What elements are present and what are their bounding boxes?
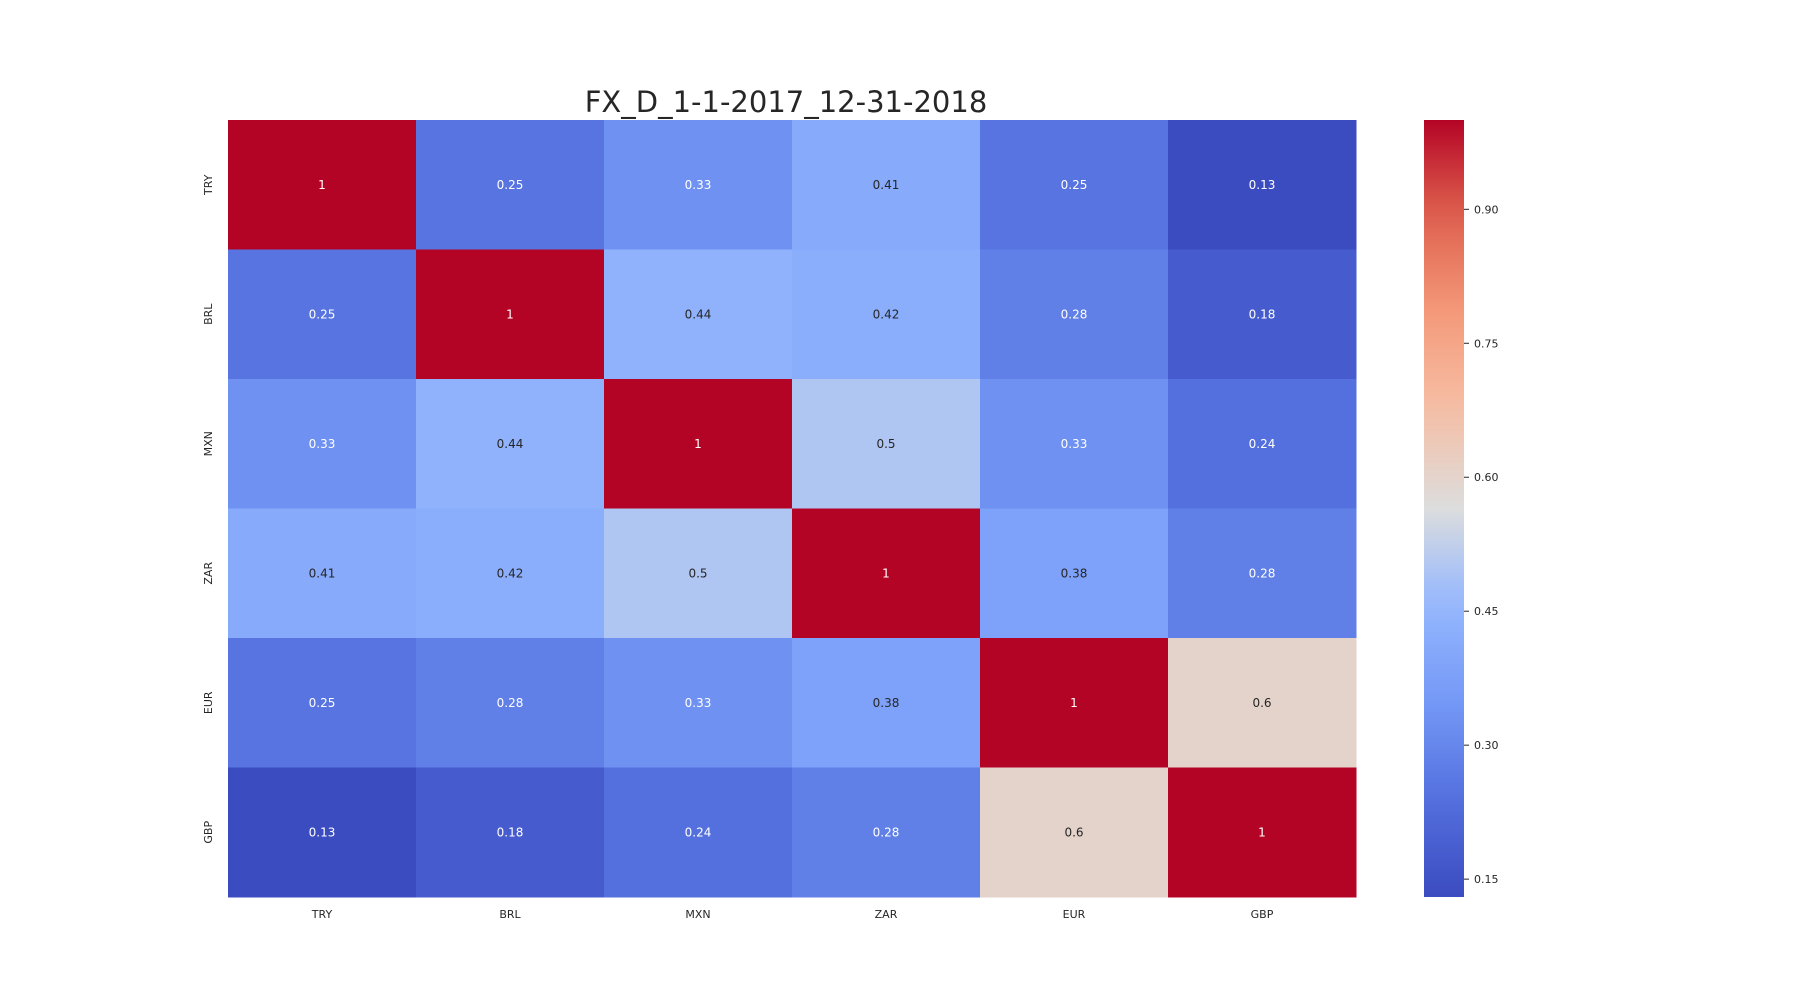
y-axis-ticks: TRY BRL MXN ZAR EUR GBP — [202, 174, 215, 843]
y-tick-label: EUR — [202, 691, 215, 714]
cell-value-label: 0.28 — [497, 696, 524, 710]
heatmap-cell — [980, 508, 1169, 639]
cell-value-label: 0.25 — [309, 696, 336, 710]
heatmap-cell — [1168, 508, 1357, 639]
heatmap-cell — [1168, 249, 1357, 380]
heatmap-cell — [228, 767, 417, 898]
heatmap-cell — [228, 120, 417, 250]
cell-value-label: 0.18 — [497, 825, 524, 839]
heatmap-cell — [1168, 767, 1357, 898]
heatmap-cell — [980, 379, 1169, 509]
heatmap-cell — [228, 508, 417, 639]
cell-value-label: 1 — [506, 307, 514, 321]
heatmap-cell — [604, 767, 793, 898]
heatmap-cell — [792, 638, 981, 768]
cell-value-label: 0.42 — [873, 307, 900, 321]
heatmap-cell — [604, 120, 793, 250]
heatmap-cell — [980, 767, 1169, 898]
cell-value-label: 0.28 — [1061, 307, 1088, 321]
cell-value-label: 0.38 — [873, 696, 900, 710]
cell-value-label: 0.24 — [685, 825, 712, 839]
cell-value-label: 0.33 — [309, 437, 336, 451]
cell-value-label: 1 — [318, 178, 326, 192]
heatmap-cell — [228, 638, 417, 768]
heatmap-cell — [416, 249, 605, 380]
cell-value-label: 0.24 — [1249, 437, 1276, 451]
cell-value-label: 0.6 — [1252, 696, 1271, 710]
y-tick-label: ZAR — [202, 562, 215, 585]
cell-value-label: 0.5 — [876, 437, 895, 451]
x-axis-ticks: TRY BRL MXN ZAR EUR GBP — [311, 908, 1274, 921]
colorbar-tick-label: 0.60 — [1474, 471, 1499, 484]
colorbar-ticks: 0.15 0.30 0.45 0.60 0.75 0.90 — [1464, 203, 1499, 886]
cell-value-label: 0.42 — [497, 566, 524, 580]
x-tick-label: GBP — [1251, 908, 1274, 921]
colorbar — [1424, 120, 1464, 897]
heatmap-cell — [792, 767, 981, 898]
heatmap-cells — [228, 120, 1357, 898]
x-tick-label: BRL — [499, 908, 521, 921]
x-tick-label: EUR — [1063, 908, 1086, 921]
cell-value-label: 0.33 — [1061, 437, 1088, 451]
heatmap-cell — [792, 508, 981, 639]
cell-value-label: 0.18 — [1249, 307, 1276, 321]
cell-value-label: 1 — [694, 437, 702, 451]
chart-title: FX_D_1-1-2017_12-31-2018 — [585, 85, 988, 119]
y-tick-label: MXN — [202, 431, 215, 456]
cell-value-label: 0.44 — [685, 307, 712, 321]
heatmap-cell — [980, 249, 1169, 380]
heatmap-cell-labels: 1 0.25 0.33 0.41 0.25 0.13 0.25 1 0.44 0.42 0.28 0.… — [309, 178, 1276, 840]
cell-value-label: 0.25 — [309, 307, 336, 321]
y-tick-label: TRY — [202, 174, 215, 196]
heatmap-cell — [1168, 120, 1357, 250]
cell-value-label: 0.13 — [1249, 178, 1276, 192]
y-tick-label: GBP — [202, 821, 215, 844]
heatmap-cell — [604, 508, 793, 639]
cell-value-label: 0.41 — [309, 566, 336, 580]
heatmap-cell — [1168, 379, 1357, 509]
heatmap-cell — [228, 379, 417, 509]
heatmap-cell — [604, 638, 793, 768]
cell-value-label: 0.6 — [1064, 825, 1083, 839]
cell-value-label: 1 — [1070, 696, 1078, 710]
cell-value-label: 0.38 — [1061, 566, 1088, 580]
colorbar-tick-label: 0.75 — [1474, 337, 1499, 350]
cell-value-label: 0.13 — [309, 825, 336, 839]
cell-value-label: 0.28 — [873, 825, 900, 839]
x-tick-label: ZAR — [875, 908, 898, 921]
colorbar-tick-label: 0.15 — [1474, 873, 1499, 886]
cell-value-label: 0.28 — [1249, 566, 1276, 580]
heatmap-cell — [416, 120, 605, 250]
cell-value-label: 0.5 — [688, 566, 707, 580]
heatmap-cell — [980, 120, 1169, 250]
heatmap-cell — [416, 767, 605, 898]
heatmap-cell — [792, 379, 981, 509]
y-tick-label: BRL — [202, 303, 215, 325]
cell-value-label: 0.25 — [497, 178, 524, 192]
heatmap-cell — [604, 379, 793, 509]
colorbar-tick-label: 0.30 — [1474, 739, 1499, 752]
heatmap-cell — [980, 638, 1169, 768]
heatmap-cell — [416, 379, 605, 509]
cell-value-label: 1 — [1258, 825, 1266, 839]
x-tick-label: MXN — [685, 908, 710, 921]
cell-value-label: 0.33 — [685, 696, 712, 710]
cell-value-label: 0.25 — [1061, 178, 1088, 192]
x-tick-label: TRY — [311, 908, 333, 921]
cell-value-label: 1 — [882, 566, 890, 580]
heatmap-cell — [792, 120, 981, 250]
cell-value-label: 0.41 — [873, 178, 900, 192]
cell-value-label: 0.44 — [497, 437, 524, 451]
heatmap-cell — [792, 249, 981, 380]
colorbar-tick-label: 0.45 — [1474, 605, 1499, 618]
colorbar-tick-label: 0.90 — [1474, 203, 1499, 216]
heatmap-cell — [604, 249, 793, 380]
heatmap-cell — [416, 508, 605, 639]
heatmap-cell — [228, 249, 417, 380]
cell-value-label: 0.33 — [685, 178, 712, 192]
heatmap-cell — [1168, 638, 1357, 768]
heatmap-cell — [416, 638, 605, 768]
